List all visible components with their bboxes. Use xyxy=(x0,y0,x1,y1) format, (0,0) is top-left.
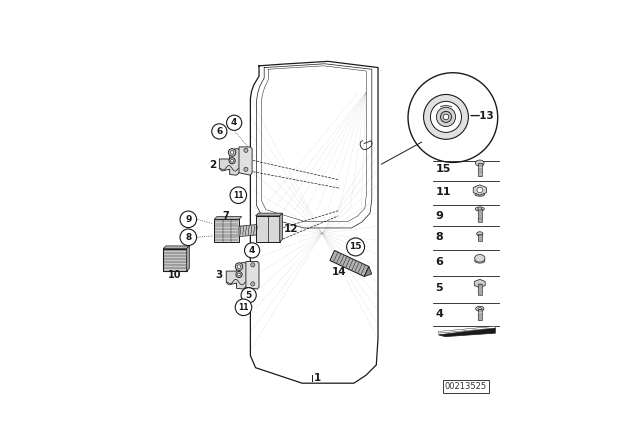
Polygon shape xyxy=(214,220,239,242)
Text: 8: 8 xyxy=(185,233,191,242)
Ellipse shape xyxy=(476,207,484,211)
Text: 10: 10 xyxy=(168,270,181,280)
Polygon shape xyxy=(163,249,187,271)
Ellipse shape xyxy=(476,160,484,166)
Circle shape xyxy=(431,101,461,133)
Circle shape xyxy=(229,158,236,164)
Text: 7: 7 xyxy=(223,211,230,221)
Ellipse shape xyxy=(475,193,484,196)
Text: 1: 1 xyxy=(314,373,321,383)
Circle shape xyxy=(251,282,255,286)
Polygon shape xyxy=(364,267,372,276)
Text: 5: 5 xyxy=(436,283,444,293)
Polygon shape xyxy=(478,209,481,222)
Circle shape xyxy=(408,73,498,163)
Polygon shape xyxy=(473,185,486,195)
Ellipse shape xyxy=(478,308,481,310)
Circle shape xyxy=(227,115,242,130)
Circle shape xyxy=(236,263,243,271)
Circle shape xyxy=(424,95,468,139)
Ellipse shape xyxy=(477,208,482,210)
Circle shape xyxy=(180,229,196,246)
Circle shape xyxy=(347,238,365,256)
Text: 11: 11 xyxy=(238,303,249,312)
Text: 9: 9 xyxy=(185,215,191,224)
Circle shape xyxy=(228,149,236,156)
Ellipse shape xyxy=(477,232,483,236)
Polygon shape xyxy=(280,213,282,242)
Text: 4: 4 xyxy=(231,118,237,127)
Circle shape xyxy=(241,288,256,303)
Text: 4: 4 xyxy=(249,246,255,255)
Text: 5: 5 xyxy=(246,291,252,300)
Text: 11: 11 xyxy=(436,187,451,197)
Text: 14: 14 xyxy=(332,267,346,277)
Circle shape xyxy=(477,187,483,193)
Text: —13: —13 xyxy=(469,111,494,121)
Circle shape xyxy=(436,107,456,126)
Text: 11: 11 xyxy=(233,191,244,200)
Text: 15: 15 xyxy=(349,242,362,251)
Text: 8: 8 xyxy=(436,232,444,242)
Circle shape xyxy=(230,151,234,154)
Circle shape xyxy=(244,243,260,258)
Circle shape xyxy=(236,299,252,315)
Circle shape xyxy=(180,211,196,228)
Polygon shape xyxy=(214,216,242,220)
Circle shape xyxy=(244,148,248,152)
Polygon shape xyxy=(438,326,495,333)
Polygon shape xyxy=(163,246,189,249)
Circle shape xyxy=(440,112,451,122)
Polygon shape xyxy=(246,262,259,289)
Polygon shape xyxy=(220,149,243,175)
Text: 4: 4 xyxy=(436,309,444,319)
Circle shape xyxy=(244,167,248,172)
Polygon shape xyxy=(239,224,257,237)
Polygon shape xyxy=(255,213,282,216)
Polygon shape xyxy=(474,280,485,288)
Polygon shape xyxy=(239,147,252,175)
Circle shape xyxy=(236,271,242,278)
Circle shape xyxy=(212,124,227,139)
Text: 9: 9 xyxy=(436,211,444,221)
Ellipse shape xyxy=(475,254,485,262)
Text: 2: 2 xyxy=(209,160,216,170)
Text: 6: 6 xyxy=(436,258,444,267)
Polygon shape xyxy=(226,263,250,289)
Circle shape xyxy=(251,263,255,267)
Polygon shape xyxy=(478,309,481,320)
Polygon shape xyxy=(255,216,280,242)
Text: 6: 6 xyxy=(216,127,223,136)
Circle shape xyxy=(237,265,241,268)
Circle shape xyxy=(444,114,449,120)
Circle shape xyxy=(230,187,246,203)
Polygon shape xyxy=(478,234,481,241)
Polygon shape xyxy=(478,284,481,294)
Text: 00213525: 00213525 xyxy=(445,382,487,391)
Text: 3: 3 xyxy=(215,270,222,280)
Circle shape xyxy=(237,273,241,276)
Text: 12: 12 xyxy=(284,224,298,234)
Ellipse shape xyxy=(475,259,485,263)
Polygon shape xyxy=(330,250,369,276)
Circle shape xyxy=(231,159,234,162)
Ellipse shape xyxy=(476,306,484,311)
Polygon shape xyxy=(438,328,495,336)
Polygon shape xyxy=(477,163,482,176)
Polygon shape xyxy=(187,246,189,271)
Text: 15: 15 xyxy=(436,164,451,174)
